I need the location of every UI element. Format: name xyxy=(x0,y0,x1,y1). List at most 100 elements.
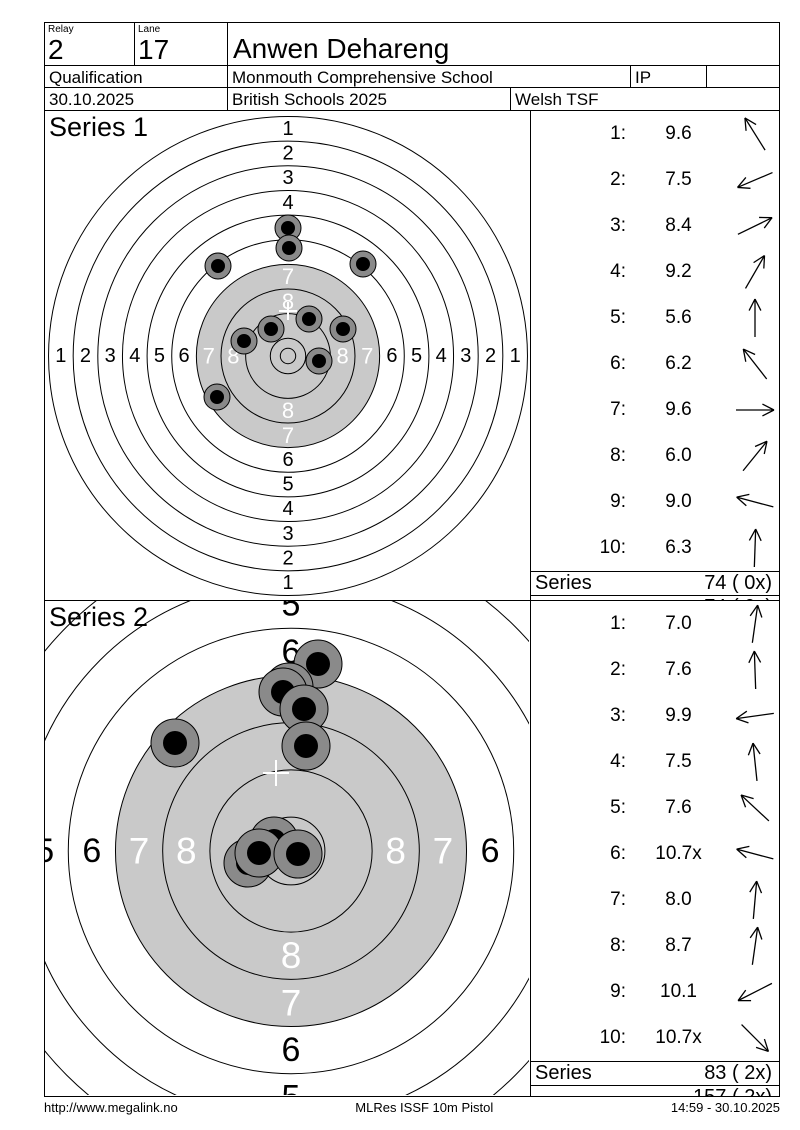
shot-direction-arrow xyxy=(744,117,766,151)
shot-value: 8.0 xyxy=(665,889,692,910)
shot-number: 5: xyxy=(610,797,626,818)
shot-value: 9.0 xyxy=(665,491,692,512)
shot-row: 8: 8.7 xyxy=(531,923,779,969)
shot-direction-arrow xyxy=(742,440,768,472)
target-ring xyxy=(67,627,515,1075)
shot-value: 7.6 xyxy=(665,797,692,818)
series-title: Series 1 xyxy=(49,112,149,142)
ring-number: 8 xyxy=(337,344,349,369)
shot-hole xyxy=(211,259,225,273)
target-ring xyxy=(220,288,356,424)
shot-hole xyxy=(237,334,251,348)
footer-timestamp: 14:59 - 30.10.2025 xyxy=(670,1100,780,1115)
series-sum-row: Series 74 ( 0x) xyxy=(531,571,779,595)
shot-value: 9.6 xyxy=(665,123,692,144)
shot-list: 1: 7.0 2: 7.6 3: 9.9 4: 7.5 5: 7.6 6: 10.7x 7: 8.0 8: 8… xyxy=(531,601,779,1061)
running-total-value: 157 ( 2x) xyxy=(693,1086,772,1096)
target-ring xyxy=(209,769,373,933)
series-1-target-panel: 11112222333344445555666677778888 Series … xyxy=(45,111,531,600)
shot-row: 2: 7.6 xyxy=(531,647,779,693)
series-2-target-panel: 5555666677778888 Series 2 xyxy=(45,601,531,1096)
shot-number: 10: xyxy=(599,537,626,558)
shot-number: 2: xyxy=(610,169,626,190)
shot-value: 7.6 xyxy=(665,659,692,680)
shot-hole xyxy=(286,842,310,866)
shot-value: 6.2 xyxy=(665,353,692,374)
header-empty-cell xyxy=(707,66,779,87)
series-sum-value: 74 ( 0x) xyxy=(704,572,772,594)
running-total-value: 74 ( 0x) xyxy=(704,596,772,600)
series-sum-row: Series 83 ( 2x) xyxy=(531,1061,779,1085)
target-ring xyxy=(269,337,307,375)
running-total-row: 74 ( 0x) xyxy=(531,595,779,600)
ring-number: 1 xyxy=(282,118,293,140)
shot-row: 10: 6.3 xyxy=(531,525,779,571)
ring-number: 5 xyxy=(282,1078,301,1095)
shot-number: 9: xyxy=(610,491,626,512)
shot-value: 6.0 xyxy=(665,445,692,466)
ring-number: 3 xyxy=(105,345,116,367)
shot-value: 9.2 xyxy=(665,261,692,282)
target-grey-zone xyxy=(196,264,380,448)
shot-value: 7.5 xyxy=(665,169,692,190)
shot-value: 7.0 xyxy=(665,613,692,634)
shot-number: 7: xyxy=(610,399,626,420)
lane-cell: Lane 17 xyxy=(135,23,228,65)
ring-number: 1 xyxy=(510,345,521,367)
shot-direction-arrow xyxy=(744,255,766,289)
shot-direction-arrow xyxy=(747,742,761,781)
ring-number: 3 xyxy=(282,167,293,189)
ring-number: 6 xyxy=(386,345,397,367)
shot-direction-arrow xyxy=(736,845,774,860)
shot-value: 10.1 xyxy=(660,981,697,1002)
shot-list: 1: 9.6 2: 7.5 3: 8.4 4: 9.2 5: 5.6 6: 6.2 7: 9.6 8: 6.0… xyxy=(531,111,779,571)
target-ring xyxy=(97,165,479,547)
shot-hole xyxy=(302,312,316,326)
shot-hole xyxy=(163,731,187,755)
series-1-section: 11112222333344445555666677778888 Series … xyxy=(45,111,779,601)
shot-hole xyxy=(306,652,330,676)
relay-value: 2 xyxy=(48,34,64,65)
ring-number: 5 xyxy=(411,345,422,367)
shot-hole xyxy=(356,257,370,271)
shot-number: 8: xyxy=(610,935,626,956)
shot-direction-arrow xyxy=(736,403,775,417)
shot-value: 9.9 xyxy=(665,705,692,726)
shot-direction-arrow xyxy=(749,926,763,965)
ring-number: 7 xyxy=(203,344,215,369)
shot-number: 8: xyxy=(610,445,626,466)
shot-row: 8: 6.0 xyxy=(531,433,779,479)
ring-number: 7 xyxy=(361,344,373,369)
shot-row: 7: 9.6 xyxy=(531,387,779,433)
shot-row: 5: 7.6 xyxy=(531,785,779,831)
shot-number: 3: xyxy=(610,215,626,236)
shot-row: 4: 7.5 xyxy=(531,739,779,785)
shot-hole xyxy=(312,354,326,368)
discipline-code: IP xyxy=(631,66,707,87)
shot-hole xyxy=(292,697,316,721)
ring-number: 4 xyxy=(129,345,140,367)
ring-number: 8 xyxy=(176,831,197,872)
ring-number: 6 xyxy=(82,832,101,870)
ring-number: 4 xyxy=(282,498,293,520)
date: 30.10.2025 xyxy=(45,88,228,110)
shot-number: 1: xyxy=(610,123,626,144)
page-footer: http://www.megalink.no MLRes ISSF 10m Pi… xyxy=(44,1100,780,1115)
shot-direction-arrow xyxy=(748,528,762,568)
shot-direction-arrow xyxy=(748,650,762,690)
target-ring xyxy=(195,263,381,449)
series-sum-label: Series xyxy=(535,572,592,594)
shot-hole xyxy=(247,841,271,865)
shot-number: 6: xyxy=(610,353,626,374)
target-ring xyxy=(279,347,297,365)
score-sheet-table: Relay 2 Lane 17 Anwen Dehareng Qualifica… xyxy=(44,22,780,1097)
series-2-shot-panel: 1: 7.0 2: 7.6 3: 9.9 4: 7.5 5: 7.6 6: 10.7x 7: 8.0 8: 8… xyxy=(531,601,779,1096)
shot-direction-arrow xyxy=(736,493,774,508)
shot-direction-arrow xyxy=(741,1024,770,1053)
shot-row: 6: 10.7x xyxy=(531,831,779,877)
header-row-3: 30.10.2025 British Schools 2025 Welsh TS… xyxy=(45,88,779,111)
team-name: Welsh TSF xyxy=(515,90,599,109)
footer-program: MLRes ISSF 10m Pistol xyxy=(355,1100,494,1115)
ring-number: 5 xyxy=(282,601,301,624)
